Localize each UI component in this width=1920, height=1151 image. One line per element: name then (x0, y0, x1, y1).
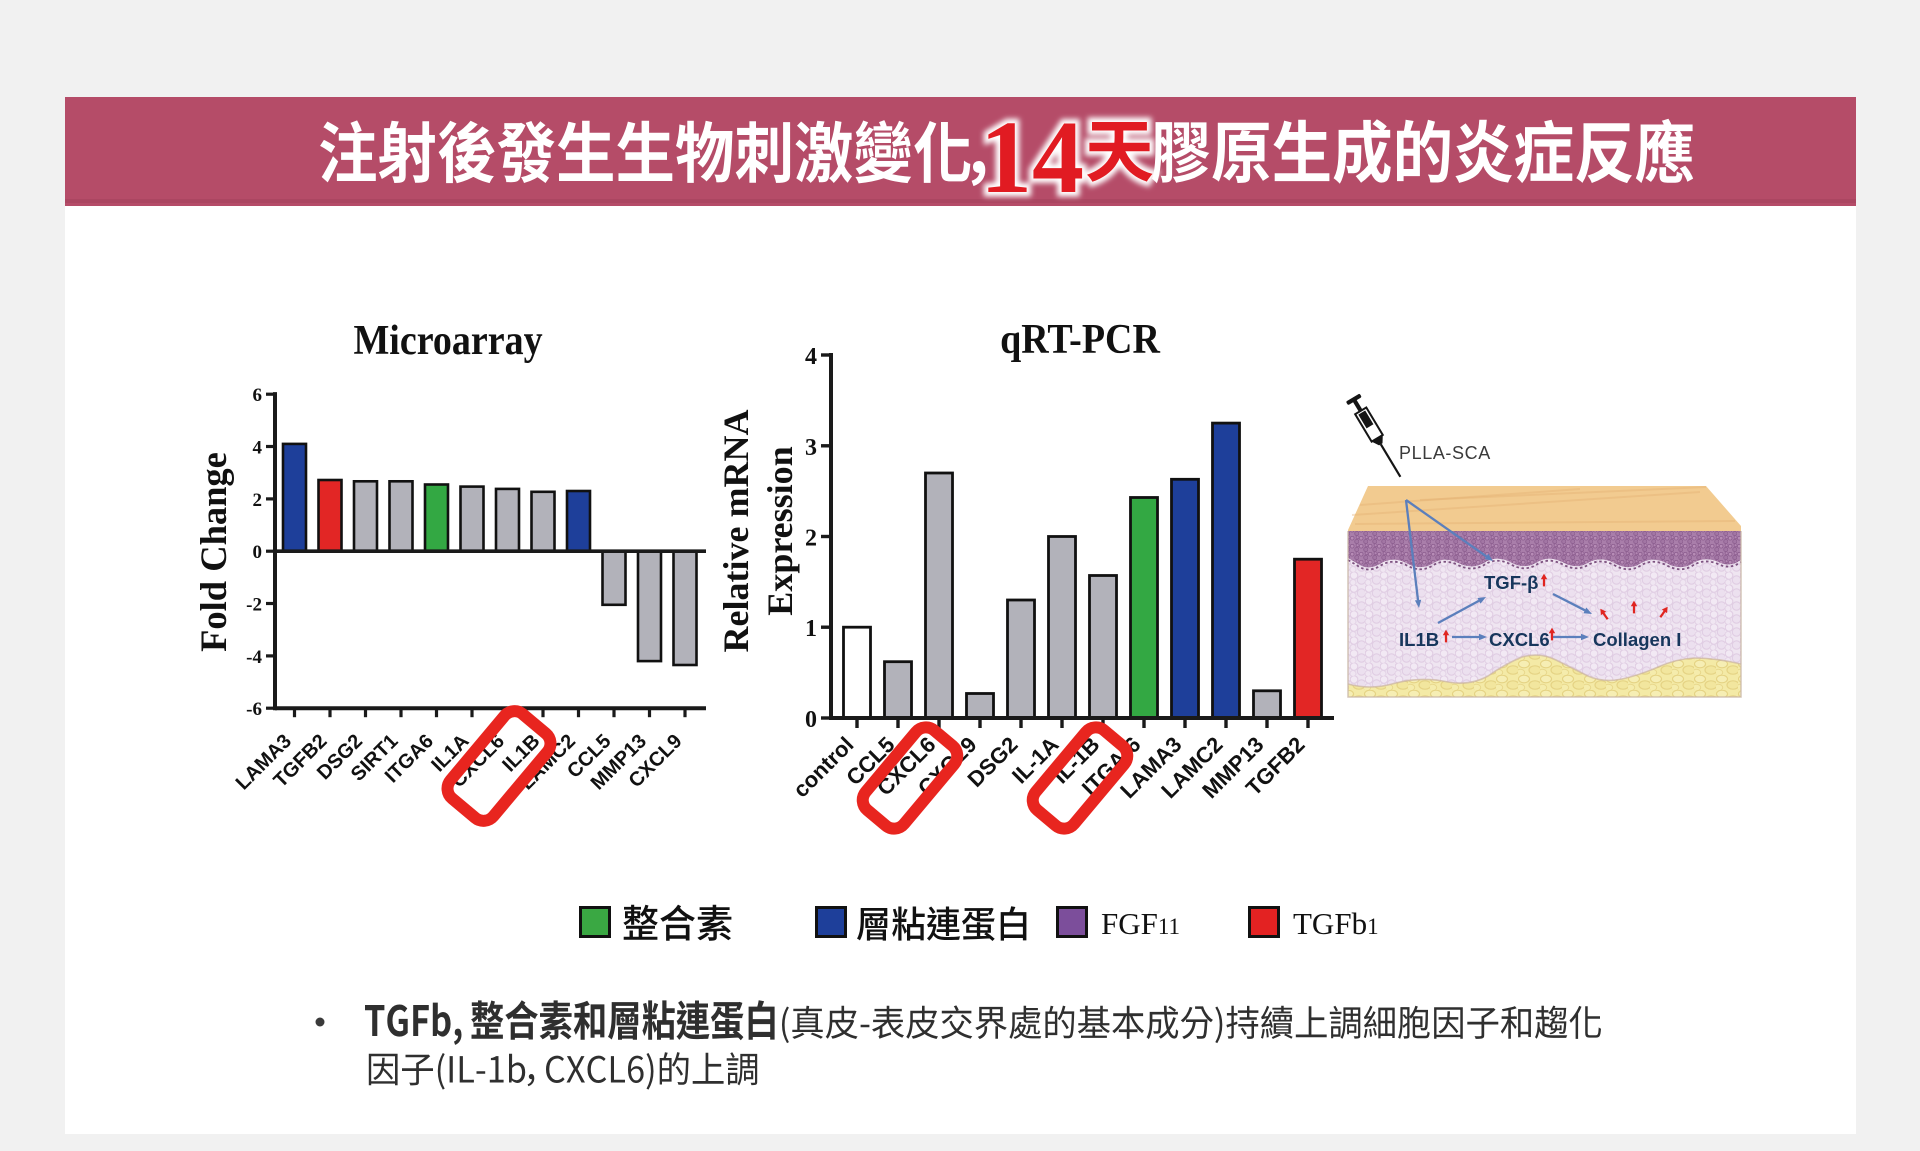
svg-text:14: 14 (980, 100, 1084, 215)
svg-text:0: 0 (805, 707, 817, 733)
svg-text:Expression: Expression (760, 446, 800, 615)
svg-text:0: 0 (253, 542, 263, 563)
svg-text:CXCL6: CXCL6 (1489, 629, 1550, 650)
svg-text:-6: -6 (246, 699, 262, 720)
svg-text:qRT-PCR: qRT-PCR (1000, 315, 1161, 362)
svg-text:2: 2 (253, 490, 263, 511)
svg-text:PLLA-SCA: PLLA-SCA (1399, 443, 1491, 463)
svg-text:14: 14 (980, 100, 1084, 215)
svg-text:1: 1 (805, 616, 817, 642)
svg-text:Relative mRNA: Relative mRNA (716, 410, 756, 653)
svg-text:2: 2 (805, 526, 817, 552)
svg-text:Fold Change: Fold Change (193, 452, 234, 652)
svg-text:6: 6 (253, 385, 263, 406)
svg-text:TGFb1: TGFb1 (1293, 906, 1379, 941)
svg-text:4: 4 (253, 438, 263, 459)
svg-text:Collagen I: Collagen I (1593, 629, 1681, 650)
svg-text:3: 3 (805, 435, 817, 461)
svg-text:-4: -4 (246, 647, 262, 668)
svg-text:Microarray: Microarray (353, 316, 542, 363)
svg-text:-2: -2 (246, 595, 262, 616)
svg-text:TGF-β: TGF-β (1484, 572, 1538, 593)
svg-text:IL1B: IL1B (1399, 629, 1439, 650)
svg-text:4: 4 (805, 344, 817, 370)
